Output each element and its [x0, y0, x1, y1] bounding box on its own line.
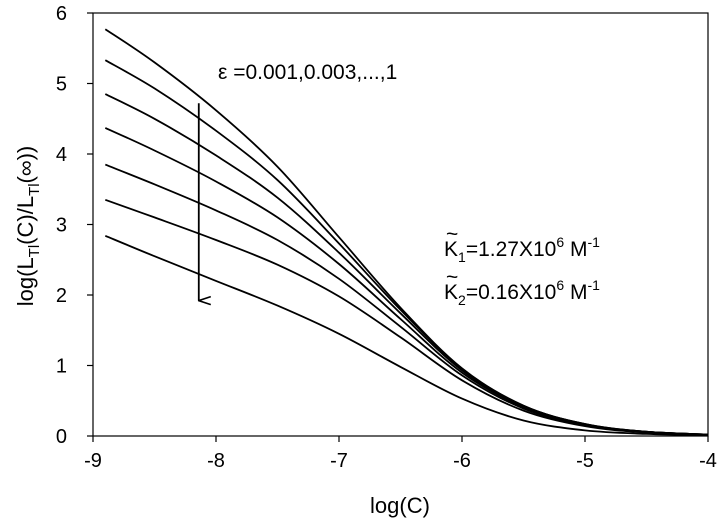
y-tick-label: 2 — [56, 285, 67, 307]
x-tick-label: -7 — [330, 450, 348, 472]
epsilon-annotation: ε =0.001,0.003,...,1 — [218, 61, 397, 84]
y-axis-title: log(LTl(C)/LTl(∞)) — [13, 146, 43, 306]
y-tick-label: 0 — [56, 426, 67, 448]
epsilon-values: 0.001,0.003,...,1 — [245, 61, 397, 84]
k1-letter: K — [444, 238, 458, 261]
k2-exp: 6 — [556, 277, 564, 293]
y-axis-title-prefix: log(L — [13, 257, 38, 306]
y-tick-label: 6 — [56, 3, 67, 25]
k2-sub: 2 — [458, 292, 466, 308]
x-tick-label: -6 — [453, 450, 471, 472]
x-tick-label: -4 — [699, 450, 717, 472]
y-tick-label: 4 — [56, 144, 67, 166]
series-line-6 — [104, 198, 709, 436]
y-axis-title-sub1: Tl — [26, 245, 43, 258]
y-axis-title-suffix: (∞)) — [13, 146, 38, 184]
series-line-5 — [104, 163, 709, 436]
x-axis-title: log(C) — [370, 493, 430, 518]
k1-exp: 6 — [556, 234, 564, 250]
series-line-3 — [104, 93, 709, 436]
k2-tilde: ~ — [446, 266, 458, 289]
plot-frame — [92, 12, 709, 437]
series-line-4 — [104, 127, 709, 436]
x-tick-label: -8 — [207, 450, 225, 472]
svg-text:K2=0.16X106 M-1: K2=0.16X106 M-1 — [444, 277, 600, 308]
y-axis-title-sub2: Tl — [26, 183, 43, 196]
x-tick-label: -9 — [84, 450, 102, 472]
svg-text:K1=1.27X106 M-1: K1=1.27X106 M-1 — [444, 234, 600, 265]
k1-sub: 1 — [458, 249, 466, 265]
k1-tilde: ~ — [446, 223, 458, 246]
series-group — [104, 28, 709, 437]
k2-annotation: ~ K2=0.16X106 M-1 — [444, 266, 600, 308]
k1-annotation: ~ K1=1.27X106 M-1 — [444, 223, 600, 265]
x-tick-label: -5 — [576, 450, 594, 472]
k1-unit-exp: -1 — [587, 234, 600, 250]
series-line-2 — [104, 59, 709, 436]
y-tick-label: 5 — [56, 74, 67, 96]
k1-unit: M — [564, 238, 587, 261]
tick-group: -9 -8 -7 -6 -5 -4 0 1 2 3 4 5 6 — [56, 3, 717, 472]
epsilon-prefix: ε = — [218, 61, 245, 84]
y-tick-label: 3 — [56, 215, 67, 237]
y-tick-label: 1 — [56, 356, 67, 378]
k2-unit-exp: -1 — [587, 277, 600, 293]
y-axis-title-mid: (C)/L — [13, 196, 38, 245]
k2-letter: K — [444, 281, 458, 304]
k2-body: =0.16X10 — [466, 281, 557, 304]
k1-body: =1.27X10 — [466, 238, 557, 261]
series-line-7 — [104, 234, 709, 437]
k2-unit: M — [564, 281, 587, 304]
